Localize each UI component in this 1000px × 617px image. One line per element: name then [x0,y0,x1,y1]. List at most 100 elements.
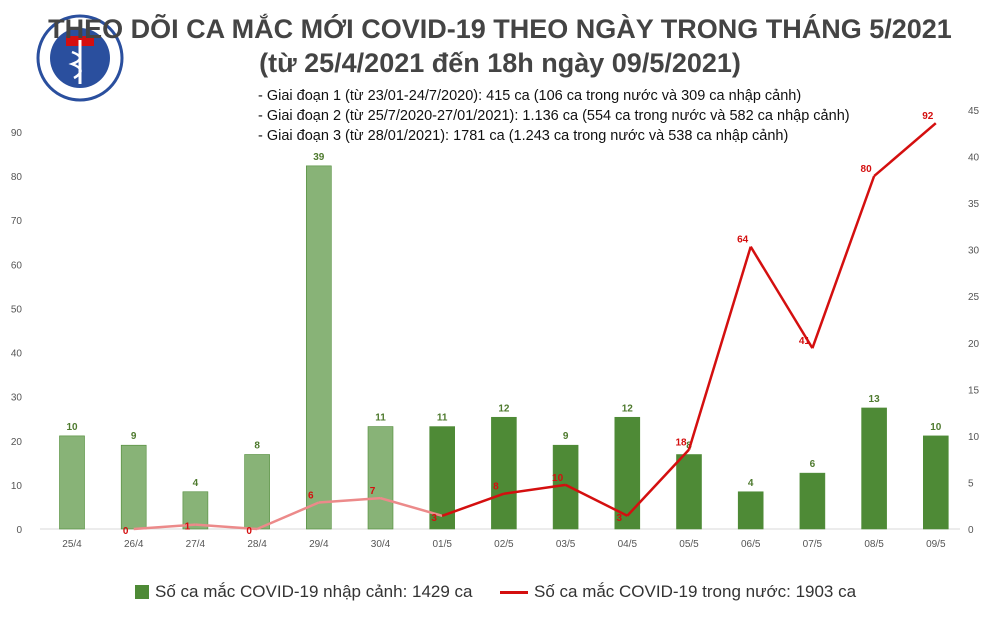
y-left-tick-label: 90 [11,128,23,139]
y-right-tick-label: 5 [968,478,974,489]
line-segment [133,523,196,531]
bar-data-label: 11 [437,413,448,424]
y-right-tick-label: 45 [968,106,980,117]
bar-data-label: 4 [748,478,754,489]
note-stage-1: - Giai đoạn 1 (từ 23/01-24/7/2020): 415 … [258,88,802,104]
bar-data-label: 9 [563,431,569,442]
line-data-label: 3 [617,513,623,524]
x-tick-label: 25/4 [62,539,82,550]
line-data-label: 80 [861,164,873,175]
chart-title: THEO DÕI CA MẮC MỚI COVID-19 THEO NGÀY T… [48,14,952,44]
bar [244,454,270,530]
y-left-tick-label: 10 [11,481,23,492]
line-segment [256,501,320,531]
legend-label-bars: Số ca mắc COVID-19 nhập cảnh: 1429 ca [155,582,473,601]
y-right-tick-label: 10 [968,432,980,443]
line-data-label: 41 [799,336,811,347]
x-tick-label: 06/5 [741,539,761,550]
line-segment [380,496,443,517]
x-tick-label: 08/5 [864,539,884,550]
line-data-label: 92 [922,111,934,122]
bar-data-label: 10 [66,422,78,433]
y-right-tick-label: 20 [968,339,980,350]
bar [737,491,764,530]
chart-subtitle: (từ 25/4/2021 đến 18h ngày 09/5/2021) [259,48,741,78]
line-data-label: 18 [675,438,687,449]
line-segment [503,483,566,495]
x-tick-label: 26/4 [124,539,144,550]
x-tick-label: 04/5 [618,539,638,550]
legend-swatch-bars [135,585,149,599]
line-data-label: 6 [308,491,314,502]
bar-data-label: 39 [313,152,325,163]
line-segment [811,175,876,349]
x-tick-label: 01/5 [432,539,452,550]
line-segment [318,496,381,504]
x-tick-label: 29/4 [309,539,329,550]
bar [182,491,209,530]
legend-item-bars: Số ca mắc COVID-19 nhập cảnh: 1429 ca [135,582,473,602]
y-left-tick-label: 80 [11,172,23,183]
line-segment [749,246,814,349]
bar [367,426,394,530]
note-stage-2: - Giai đoạn 2 (từ 25/7/2020-27/01/2021):… [258,108,850,124]
bar-data-label: 6 [810,459,816,470]
y-right-tick-label: 15 [968,385,980,396]
line-data-label: 64 [737,235,749,246]
x-tick-label: 03/5 [556,539,576,550]
x-tick-label: 30/4 [371,539,391,550]
bar-data-label: 8 [254,441,260,452]
x-tick-label: 07/5 [803,539,823,550]
line-segment [565,483,628,517]
y-left-tick-label: 20 [11,437,23,448]
y-left-tick-label: 60 [11,260,23,271]
y-left-tick-label: 50 [11,304,23,315]
y-right-tick-label: 30 [968,246,980,257]
x-tick-label: 02/5 [494,539,514,550]
x-tick-label: 09/5 [926,539,946,550]
line-segment [441,492,505,517]
y-left-tick-label: 40 [11,349,23,360]
y-left-tick-label: 30 [11,393,23,404]
bar [305,165,332,530]
line-data-label: 8 [493,482,499,493]
bar [120,444,147,530]
y-right-tick-label: 0 [968,525,974,536]
bar-data-label: 12 [622,403,634,414]
bar [922,435,949,530]
ministry-logo [36,14,124,102]
bar [676,454,702,530]
y-right-tick-label: 25 [968,292,980,303]
line-data-label: 0 [246,526,252,537]
bar-data-label: 10 [930,422,942,433]
line-data-label: 0 [123,526,129,537]
y-right-tick-label: 35 [968,199,980,210]
x-tick-label: 27/4 [186,539,206,550]
line-data-label: 3 [431,513,437,524]
bar [799,472,826,530]
y-left-tick-label: 70 [11,216,23,227]
stage-notes: - Giai đoạn 1 (từ 23/01-24/7/2020): 415 … [258,86,850,146]
bar [59,435,85,530]
legend-swatch-line [500,590,528,594]
bar-data-label: 9 [131,431,137,442]
line-segment [687,246,752,450]
note-stage-3: - Giai đoạn 3 (từ 28/01/2021): 1781 ca (… [258,128,789,144]
line-segment [626,448,690,517]
line-segment [873,122,937,178]
bar-data-label: 11 [375,413,386,424]
y-right-tick-label: 40 [968,153,980,164]
x-tick-label: 28/4 [247,539,267,550]
legend-label-line: Số ca mắc COVID-19 trong nước: 1903 ca [534,582,857,601]
line-data-label: 7 [370,486,376,497]
bar-data-label: 13 [869,394,881,405]
bar-data-label: 4 [193,478,199,489]
bar-data-label: 12 [498,403,510,414]
line-segment [195,523,258,531]
line-data-label: 10 [552,473,564,484]
bar [491,416,517,530]
legend-item-line: Số ca mắc COVID-19 trong nước: 1903 ca [500,582,856,602]
x-tick-label: 05/5 [679,539,699,550]
